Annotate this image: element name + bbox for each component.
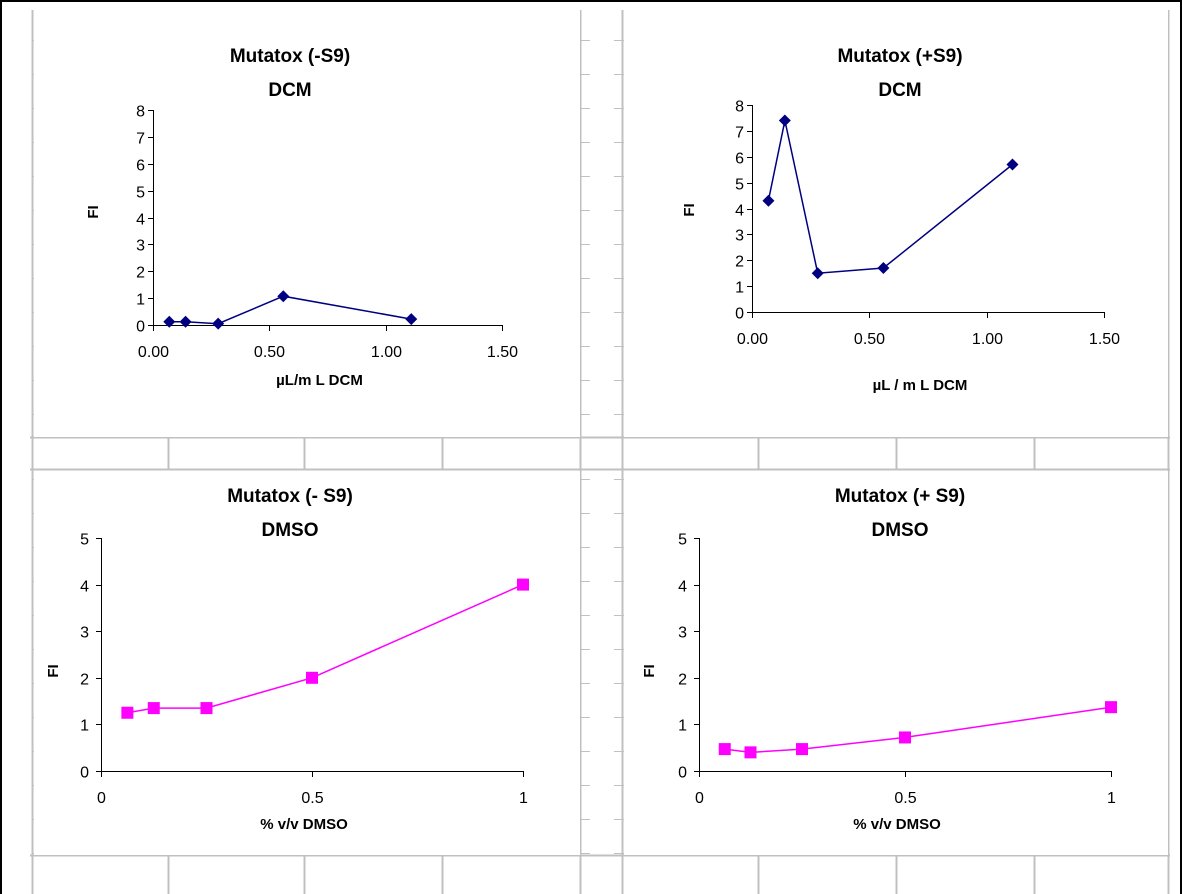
y-axis-label: FI bbox=[681, 203, 698, 216]
chart-subtitle: DMSO bbox=[872, 520, 929, 541]
chart-area bbox=[624, 471, 1168, 855]
data-point-diamond[interactable] bbox=[811, 267, 824, 280]
y-tick-label: 5 bbox=[80, 532, 89, 549]
x-tick-label: 0 bbox=[97, 790, 106, 807]
data-point-diamond[interactable] bbox=[405, 313, 418, 326]
y-tick-label: 2 bbox=[136, 265, 145, 282]
x-tick-label: 0.5 bbox=[894, 790, 916, 807]
data-point-diamond[interactable] bbox=[762, 194, 775, 207]
y-tick-label: 4 bbox=[735, 203, 744, 220]
data-point-diamond[interactable] bbox=[212, 317, 225, 330]
y-tick-label: 2 bbox=[678, 672, 687, 689]
x-tick-label: 1.50 bbox=[487, 344, 518, 361]
y-tick-label: 4 bbox=[136, 212, 145, 229]
data-point-diamond[interactable] bbox=[877, 262, 890, 275]
chart-area bbox=[34, 10, 580, 437]
y-tick-label: 7 bbox=[136, 131, 145, 148]
x-axis-label: % v/v DMSO bbox=[853, 816, 941, 833]
x-tick-label: 1 bbox=[519, 790, 528, 807]
chart-area bbox=[624, 10, 1168, 437]
x-tick-label: 0.00 bbox=[138, 344, 169, 361]
y-tick-label: 0 bbox=[80, 765, 89, 782]
data-point-square[interactable] bbox=[200, 702, 213, 715]
chart-title: Mutatox (- S9) bbox=[227, 486, 353, 507]
y-axis-label: FI bbox=[641, 664, 658, 677]
y-tick-label: 4 bbox=[678, 579, 687, 596]
y-tick-label: 7 bbox=[735, 125, 744, 142]
y-tick-label: 5 bbox=[735, 177, 744, 194]
y-tick-label: 6 bbox=[735, 151, 744, 168]
y-tick-label: 4 bbox=[80, 579, 89, 596]
chart-subtitle: DCM bbox=[268, 80, 311, 101]
y-tick-label: 5 bbox=[678, 532, 687, 549]
y-tick-label: 2 bbox=[80, 672, 89, 689]
y-tick-label: 1 bbox=[678, 718, 687, 735]
data-point-square[interactable] bbox=[899, 731, 911, 744]
data-point-square[interactable] bbox=[306, 671, 318, 684]
x-tick-label: 0.00 bbox=[737, 331, 768, 348]
x-tick-label: 1 bbox=[1107, 790, 1116, 807]
y-tick-label: 1 bbox=[136, 292, 145, 309]
y-tick-label: 3 bbox=[80, 625, 89, 642]
data-point-square[interactable] bbox=[147, 702, 160, 715]
y-tick-label: 2 bbox=[735, 254, 744, 271]
y-tick-label: 5 bbox=[136, 185, 145, 202]
data-point-square[interactable] bbox=[1105, 701, 1117, 714]
y-tick-label: 0 bbox=[735, 306, 744, 323]
y-tick-label: 6 bbox=[136, 158, 145, 175]
y-axis-label: FI bbox=[85, 205, 102, 218]
x-tick-label: 0 bbox=[695, 790, 704, 807]
x-tick-label: 1.00 bbox=[972, 331, 1003, 348]
data-point-diamond[interactable] bbox=[179, 315, 192, 328]
y-tick-label: 3 bbox=[136, 238, 145, 255]
y-tick-label: 0 bbox=[678, 765, 687, 782]
x-tick-label: 1.50 bbox=[1089, 331, 1120, 348]
y-tick-label: 8 bbox=[136, 104, 145, 121]
data-point-square[interactable] bbox=[744, 746, 757, 759]
x-axis-label: µL/m L DCM bbox=[276, 372, 363, 389]
y-tick-label: 1 bbox=[80, 718, 89, 735]
y-axis-label: FI bbox=[45, 664, 62, 677]
data-point-square[interactable] bbox=[517, 578, 529, 591]
x-tick-label: 0.50 bbox=[254, 344, 285, 361]
data-point-square[interactable] bbox=[121, 706, 134, 719]
data-point-diamond[interactable] bbox=[778, 114, 791, 127]
chart-area bbox=[34, 471, 580, 855]
y-tick-label: 1 bbox=[735, 280, 744, 297]
chart-title: Mutatox (-S9) bbox=[230, 46, 350, 67]
y-tick-label: 3 bbox=[735, 228, 744, 245]
x-axis-label: µL / m L DCM bbox=[873, 377, 968, 394]
chart-subtitle: DMSO bbox=[262, 520, 319, 541]
y-tick-label: 0 bbox=[136, 319, 145, 336]
x-tick-label: 0.5 bbox=[301, 790, 323, 807]
data-point-diamond[interactable] bbox=[277, 290, 290, 303]
data-point-diamond[interactable] bbox=[1006, 158, 1019, 171]
data-point-diamond[interactable] bbox=[163, 315, 176, 328]
chart-title: Mutatox (+S9) bbox=[837, 46, 962, 67]
y-tick-label: 3 bbox=[678, 625, 687, 642]
x-tick-label: 0.50 bbox=[854, 331, 885, 348]
x-tick-label: 1.00 bbox=[371, 344, 402, 361]
data-point-square[interactable] bbox=[718, 743, 731, 756]
x-axis-label: % v/v DMSO bbox=[260, 816, 348, 833]
data-point-square[interactable] bbox=[796, 743, 808, 756]
chart-subtitle: DCM bbox=[878, 80, 921, 101]
chart-title: Mutatox (+ S9) bbox=[835, 486, 965, 507]
y-tick-label: 8 bbox=[735, 99, 744, 116]
